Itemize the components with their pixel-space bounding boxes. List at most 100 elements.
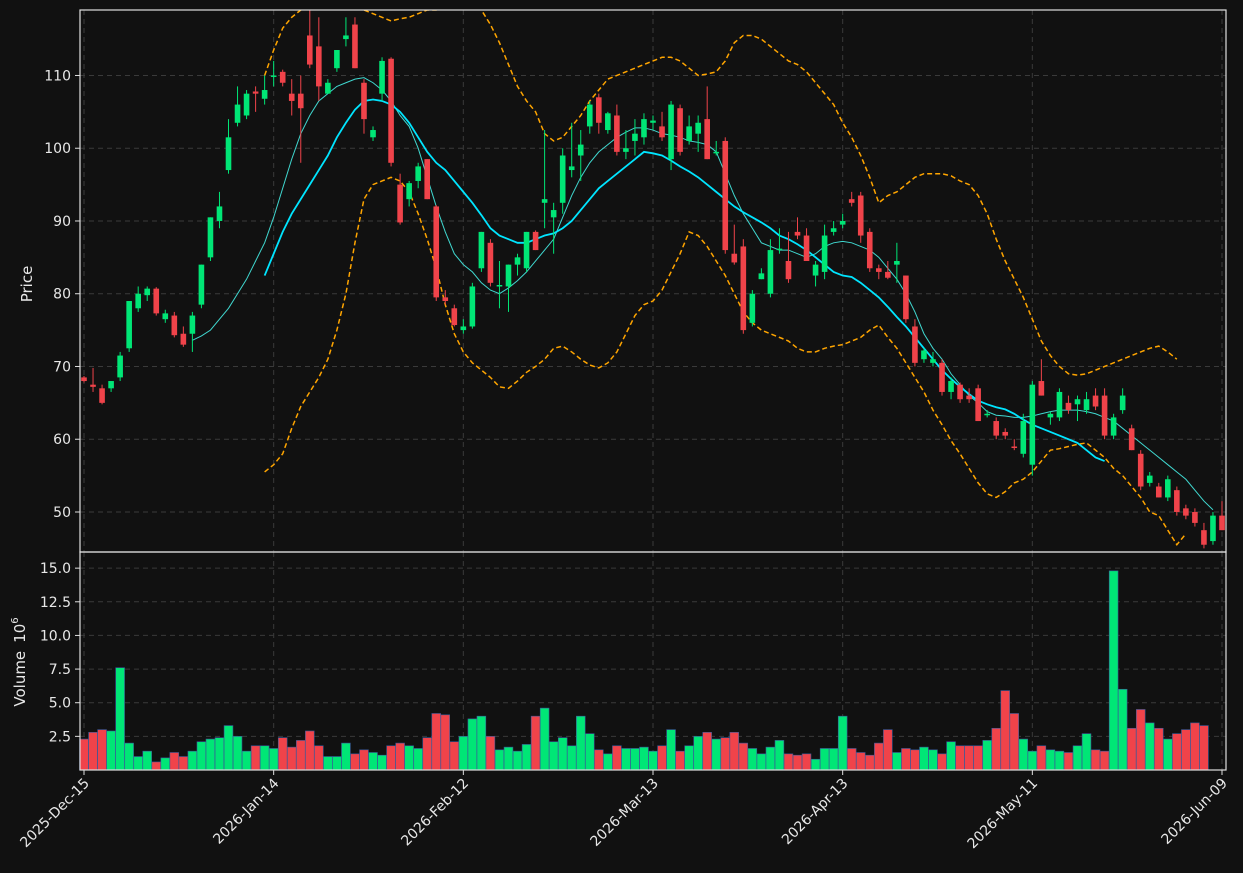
candle-body <box>171 315 178 336</box>
volume-bar <box>666 729 676 771</box>
slow-ma-line <box>263 98 1105 462</box>
candle-body <box>1219 515 1225 531</box>
volume-bar <box>982 740 992 771</box>
volume-bar <box>783 753 794 771</box>
volume-bar <box>630 748 640 771</box>
candle-body <box>514 257 521 265</box>
candle-body <box>234 104 241 123</box>
volume-axis-title-exponent: 6 <box>10 617 21 623</box>
volume-bar <box>431 713 441 771</box>
candle-body <box>1038 381 1045 396</box>
volume-bar <box>548 741 559 771</box>
candle-body <box>1146 475 1153 483</box>
candle-body <box>1101 395 1108 436</box>
candle-body <box>343 35 349 40</box>
candle-body <box>686 126 692 141</box>
fast-ma-line <box>192 77 1214 511</box>
volume-bar <box>160 757 171 771</box>
volume-bar <box>259 745 270 771</box>
volume-bar <box>305 730 315 771</box>
candle-body <box>704 119 710 160</box>
candle-body <box>848 199 855 203</box>
candle-body <box>948 381 954 392</box>
candle-body <box>198 264 205 305</box>
volume-bar <box>919 746 929 771</box>
volume-bar <box>1199 725 1209 771</box>
candle-body <box>550 210 557 218</box>
volume-bar <box>594 749 604 771</box>
volume-tick-label: 10.0 <box>40 628 71 644</box>
volume-bar <box>1154 727 1164 771</box>
price-tick-label: 80 <box>53 287 71 303</box>
candle-body <box>135 293 141 309</box>
candle-body <box>415 166 421 181</box>
volume-bar <box>359 749 369 771</box>
candle-body <box>740 246 747 331</box>
volume-tick-label: 15.0 <box>40 561 71 577</box>
candle-body <box>722 140 729 251</box>
volume-bar <box>1072 745 1083 771</box>
candle-body <box>424 159 431 200</box>
candle-body <box>288 93 295 101</box>
volume-bar <box>702 732 712 771</box>
candle-body <box>857 195 864 236</box>
volume-bar <box>214 737 225 771</box>
candle-body <box>352 24 358 69</box>
candle-body <box>939 362 945 392</box>
volume-bar <box>892 752 902 771</box>
candle-body <box>1210 515 1216 542</box>
volume-bar <box>404 745 414 771</box>
volume-bar <box>1163 738 1173 771</box>
candle-body <box>1192 511 1198 523</box>
candle-body <box>469 286 476 327</box>
candle-body <box>487 242 494 283</box>
candle-body <box>668 104 674 160</box>
volume-bar <box>277 737 288 771</box>
volume-bar <box>1018 738 1029 771</box>
volume-bar <box>1190 722 1200 771</box>
volume-bar <box>585 733 595 771</box>
candle-body <box>1056 391 1063 418</box>
volume-bar <box>1063 752 1074 771</box>
volume-bar <box>250 745 261 771</box>
candle-body <box>1155 486 1162 498</box>
candle-body <box>1002 431 1009 436</box>
volume-bar <box>810 758 821 771</box>
volume-bar <box>874 742 884 771</box>
volume-bar <box>928 749 938 771</box>
volume-bar <box>287 746 297 771</box>
candle-body <box>713 151 720 154</box>
candle-body <box>306 35 313 65</box>
volume-tick-label: 2.5 <box>49 729 71 745</box>
candle-body <box>921 350 927 360</box>
price-y-axis: 50 60 70 80 90 100 110 <box>44 68 80 521</box>
volume-bar <box>846 748 857 771</box>
volume-bar <box>991 727 1001 771</box>
volume-bar <box>503 746 514 771</box>
volume-bar <box>856 752 866 771</box>
candle-body <box>261 90 268 99</box>
volume-bar <box>485 736 496 771</box>
volume-bar <box>449 741 460 771</box>
volume-bar <box>792 754 803 771</box>
volume-bar <box>422 737 432 771</box>
price-tick-label: 50 <box>53 505 71 521</box>
volume-bar <box>151 761 161 771</box>
price-tick-label: 60 <box>53 432 71 448</box>
candle-body <box>334 50 340 69</box>
candle-body <box>433 206 440 298</box>
volume-bar <box>1036 745 1047 771</box>
volume-bar <box>865 754 875 771</box>
candle-body <box>379 60 385 94</box>
candle-body <box>361 82 367 120</box>
volume-bar <box>314 745 324 771</box>
candle-body <box>541 199 548 203</box>
candle-body <box>90 384 96 387</box>
candle-body <box>767 250 774 294</box>
volume-bar <box>774 740 785 771</box>
candle-body <box>659 126 665 138</box>
volume-bar <box>323 756 333 771</box>
candle-body <box>785 260 792 280</box>
candle-body <box>614 115 620 152</box>
candle-body <box>297 93 304 109</box>
